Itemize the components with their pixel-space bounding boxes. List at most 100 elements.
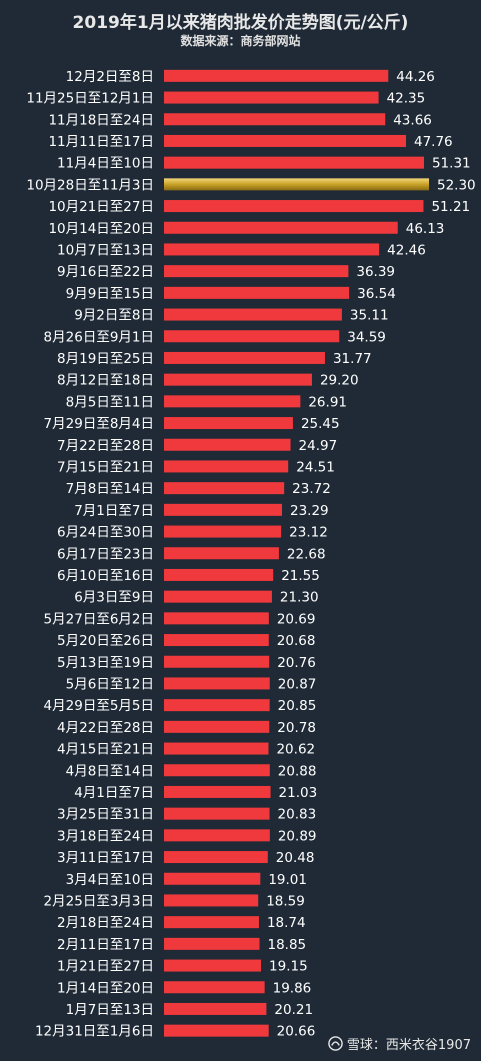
bar	[164, 438, 291, 451]
bar	[164, 829, 270, 842]
category-label: 4月22日至28日	[57, 720, 154, 736]
category-label: 9月2日至8日	[74, 308, 154, 324]
bar	[164, 200, 424, 213]
category-label: 6月3日至9日	[74, 590, 154, 606]
value-label: 20.83	[278, 807, 317, 823]
value-label: 19.01	[268, 872, 307, 888]
category-label: 9月16日至22日	[57, 264, 154, 280]
value-label: 21.03	[279, 785, 318, 801]
bar	[164, 395, 301, 408]
bar	[164, 113, 386, 126]
value-label: 36.39	[356, 264, 395, 280]
bar	[164, 742, 269, 755]
category-label: 8月19日至25日	[57, 351, 154, 367]
value-label: 24.97	[299, 438, 338, 454]
category-label: 6月24日至30日	[57, 525, 154, 541]
value-label: 21.30	[280, 590, 319, 606]
value-label: 44.26	[396, 69, 435, 85]
value-label: 46.13	[406, 221, 445, 237]
category-label: 1月21日至27日	[57, 959, 154, 975]
bar	[164, 894, 259, 907]
bar	[164, 590, 272, 603]
bar	[164, 981, 265, 994]
value-label: 20.48	[276, 850, 315, 866]
category-label: 7月15日至21日	[57, 459, 154, 475]
category-label: 2月25日至3月3日	[44, 893, 154, 909]
bar	[164, 373, 312, 386]
value-label: 29.20	[320, 373, 359, 389]
category-label: 7月1日至7日	[74, 503, 154, 519]
category-label: 7月8日至14日	[66, 481, 154, 497]
category-label: 4月15日至21日	[57, 742, 154, 758]
bar	[164, 807, 270, 820]
value-label: 34.59	[347, 329, 386, 345]
value-label: 20.68	[277, 633, 316, 649]
bar-highlight	[164, 178, 429, 191]
value-label: 18.85	[268, 937, 307, 953]
category-label: 11月25日至12月1日	[26, 91, 154, 107]
snowball-icon	[328, 1036, 343, 1051]
value-label: 23.12	[289, 525, 328, 541]
category-label: 12月31日至1月6日	[35, 1024, 154, 1040]
value-label: 20.76	[277, 655, 316, 671]
bar	[164, 286, 350, 299]
bar	[164, 91, 379, 104]
category-label: 4月29日至5月5日	[44, 698, 154, 714]
category-label: 3月4日至10日	[66, 872, 154, 888]
category-label: 11月4日至10日	[57, 156, 154, 172]
bar	[164, 851, 268, 864]
bar	[164, 634, 269, 647]
bar	[164, 720, 270, 733]
category-label: 4月1日至7日	[74, 785, 154, 801]
category-label: 5月20日至26日	[57, 633, 154, 649]
value-label: 23.29	[290, 503, 329, 519]
bar	[164, 482, 285, 495]
value-label: 18.59	[266, 893, 305, 909]
category-label: 8月12日至18日	[57, 373, 154, 389]
value-label: 25.45	[301, 416, 340, 432]
value-label: 20.78	[277, 720, 316, 736]
bar	[164, 655, 270, 668]
bar	[164, 525, 282, 538]
category-label: 6月17日至23日	[57, 546, 154, 562]
value-label: 19.86	[273, 980, 312, 996]
value-label: 20.88	[278, 763, 317, 779]
chart-title: 2019年1月以来猪肉批发价走势图(元/公斤)	[72, 13, 409, 33]
bar	[164, 134, 406, 147]
bar	[164, 1024, 269, 1037]
category-label: 1月14日至20日	[57, 980, 154, 996]
category-label: 1月7日至13日	[66, 1002, 154, 1018]
bar	[164, 764, 270, 777]
bar	[164, 959, 262, 972]
value-label: 20.62	[276, 742, 315, 758]
bar	[164, 351, 325, 364]
watermark-text: 雪球：西米衣谷1907	[346, 1038, 471, 1053]
value-label: 31.77	[333, 351, 372, 367]
value-label: 21.55	[281, 568, 320, 584]
bar	[164, 916, 259, 929]
chart-subtitle: 数据来源：商务部网站	[180, 34, 301, 48]
category-label: 10月14日至20日	[48, 221, 154, 237]
category-label: 11月11日至17日	[48, 134, 154, 150]
bar	[164, 872, 261, 885]
value-label: 52.30	[437, 177, 476, 193]
value-label: 18.74	[267, 915, 306, 931]
bar	[164, 937, 260, 950]
category-label: 10月28日至11月3日	[26, 177, 154, 193]
category-label: 12月2日至8日	[66, 69, 154, 85]
value-label: 42.46	[387, 242, 426, 258]
bar	[164, 221, 398, 234]
bar	[164, 330, 340, 343]
bar	[164, 785, 271, 798]
bar	[164, 699, 270, 712]
bar	[164, 503, 283, 516]
watermark: 雪球：西米衣谷1907	[328, 1034, 471, 1053]
category-label: 7月29日至8月4日	[44, 416, 154, 432]
category-label: 5月13日至19日	[57, 655, 154, 671]
value-label: 20.66	[277, 1024, 316, 1040]
bar	[164, 243, 380, 256]
category-label: 10月7日至13日	[57, 242, 154, 258]
category-label: 8月5日至11日	[66, 394, 154, 410]
category-label: 11月18日至24日	[48, 112, 154, 128]
bar	[164, 568, 274, 581]
